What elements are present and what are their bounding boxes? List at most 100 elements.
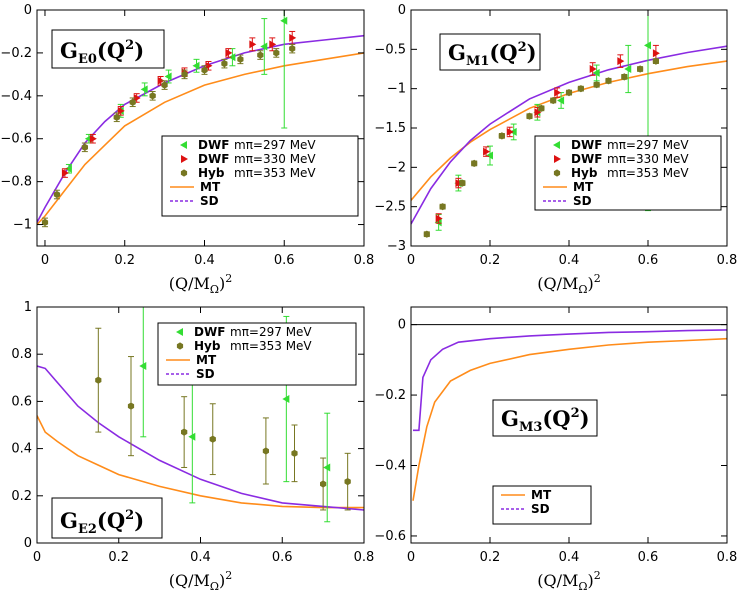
- theory-curves: [412, 329, 727, 501]
- legend-box: [492, 485, 592, 525]
- x-tick-label: 0.4: [559, 253, 580, 268]
- data-point-hyb: [181, 70, 188, 78]
- data-point-hyb: [41, 218, 49, 226]
- title-arg: (Q: [542, 406, 570, 431]
- x-axis-label-sub: Ω: [210, 283, 219, 296]
- curve-sd: [411, 45, 727, 225]
- y-tick-label: −2: [387, 160, 406, 175]
- y-tick-label: 0: [398, 318, 406, 333]
- x-tick-label: 0.8: [717, 253, 738, 268]
- legend-box: [157, 322, 357, 386]
- y-tick-label: 0: [398, 3, 406, 18]
- title-sub: E2: [78, 522, 97, 537]
- y-tick-label: 0: [24, 3, 32, 18]
- data-point-hyb: [149, 92, 156, 100]
- x-axis-label-close: ): [588, 571, 594, 590]
- data-point-hyb: [291, 449, 298, 457]
- legend-marker-hyb: [553, 169, 561, 177]
- legend-line-label: MT: [196, 353, 217, 367]
- panel-title: GE0(Q2): [60, 38, 144, 67]
- x-axis-label: (Q/MΩ)2: [537, 569, 601, 593]
- y-tick-label: −1.5: [374, 121, 406, 136]
- legend-marker-dwf297: [176, 328, 183, 336]
- legend-series-name: DWF: [571, 152, 602, 166]
- x-axis-label-pow: 2: [225, 569, 232, 582]
- data-point-hyb: [237, 55, 244, 63]
- x-axis-label-pow: 2: [594, 569, 601, 582]
- data-point-hyb: [621, 73, 628, 81]
- legend-marker-hyb: [180, 169, 188, 177]
- legend-series-name: DWF: [571, 138, 602, 152]
- data-point-hyb: [498, 132, 505, 140]
- legend-series-mass: mπ=330 MeV: [234, 152, 316, 166]
- data-point-hyb: [593, 81, 600, 89]
- data-point-dwf297: [140, 85, 148, 94]
- title-close: ): [134, 508, 144, 533]
- x-tick-label: 0: [33, 550, 41, 565]
- legend-series-name: DWF: [194, 325, 225, 339]
- curve-sd: [37, 365, 364, 511]
- legend-box: [534, 135, 722, 211]
- data-point-hyb: [221, 60, 228, 68]
- legend-series-name: DWF: [198, 152, 229, 166]
- data-point-dwf297: [323, 463, 331, 472]
- plot-frame: [36, 9, 365, 247]
- x-axis-label-close: ): [588, 274, 594, 293]
- x-tick-label: 0.2: [108, 550, 129, 565]
- data-point-dwf297: [139, 362, 147, 370]
- y-tick-label: −0.2: [0, 46, 32, 61]
- title-close: ): [527, 40, 537, 65]
- curve-mt: [411, 60, 727, 201]
- data-point-dwf297: [592, 68, 600, 77]
- theory-curves: [37, 365, 364, 511]
- legend-line-label: SD: [531, 502, 550, 516]
- data-point-dwf297: [192, 61, 200, 70]
- data-point-hyb: [289, 45, 296, 53]
- legend-series-mass: mπ=353 MeV: [234, 166, 316, 180]
- title-box: [51, 497, 163, 539]
- legend-line-label: SD: [196, 367, 215, 381]
- data-point-hyb: [95, 376, 102, 384]
- x-axis-label-main: (Q/M: [537, 571, 578, 590]
- y-tick-label: 0.8: [11, 347, 32, 362]
- legend: DWF mπ=297 MeV DWF mπ=330 MeV Hyb mπ=353 MeV M…: [161, 135, 359, 217]
- y-tick-label: 0.6: [11, 394, 32, 409]
- data-point-hyb: [637, 65, 644, 73]
- data-points: [423, 10, 660, 238]
- x-axis-label: (Q/MΩ)2: [169, 569, 233, 593]
- legend-line-label: SD: [573, 194, 592, 208]
- data-point-dwf297: [644, 41, 651, 50]
- data-point-dwf330: [157, 76, 165, 85]
- y-tick-label: −3: [387, 239, 406, 254]
- x-axis-label-sub: Ω: [578, 283, 587, 296]
- data-points: [95, 307, 351, 523]
- data-point-hyb: [439, 203, 446, 211]
- legend-line-label: MT: [531, 488, 552, 502]
- y-tick-label: −0.5: [374, 42, 406, 57]
- legend-box: [161, 135, 359, 217]
- title-sub: M1: [466, 54, 489, 69]
- data-point-hyb: [262, 447, 269, 455]
- title-pow: 2: [571, 406, 580, 421]
- data-point-hyb: [565, 89, 573, 97]
- data-point-dwf330: [249, 40, 257, 49]
- panel-title: GE2(Q2): [60, 508, 144, 537]
- x-tick-label: 0.4: [559, 550, 580, 565]
- curve-sd: [413, 329, 727, 432]
- y-tick-label: −0.4: [0, 89, 32, 104]
- x-tick-label: 0: [41, 253, 49, 268]
- data-point-dwf297: [557, 96, 565, 105]
- data-point-dwf330: [455, 179, 463, 188]
- data-point-hyb: [526, 112, 533, 120]
- data-point-dwf297: [164, 72, 172, 81]
- y-tick-label: −0.2: [374, 388, 406, 403]
- data-point-hyb: [273, 49, 280, 57]
- x-axis-label-pow: 2: [225, 272, 232, 285]
- y-tick-label: −1: [387, 82, 406, 97]
- title-arg: (Q: [489, 40, 517, 65]
- x-axis-label-main: (Q/M: [169, 274, 210, 293]
- legend-marker-dwf330: [554, 155, 561, 163]
- data-point-dwf297: [64, 164, 72, 173]
- x-tick-label: 0.2: [114, 253, 135, 268]
